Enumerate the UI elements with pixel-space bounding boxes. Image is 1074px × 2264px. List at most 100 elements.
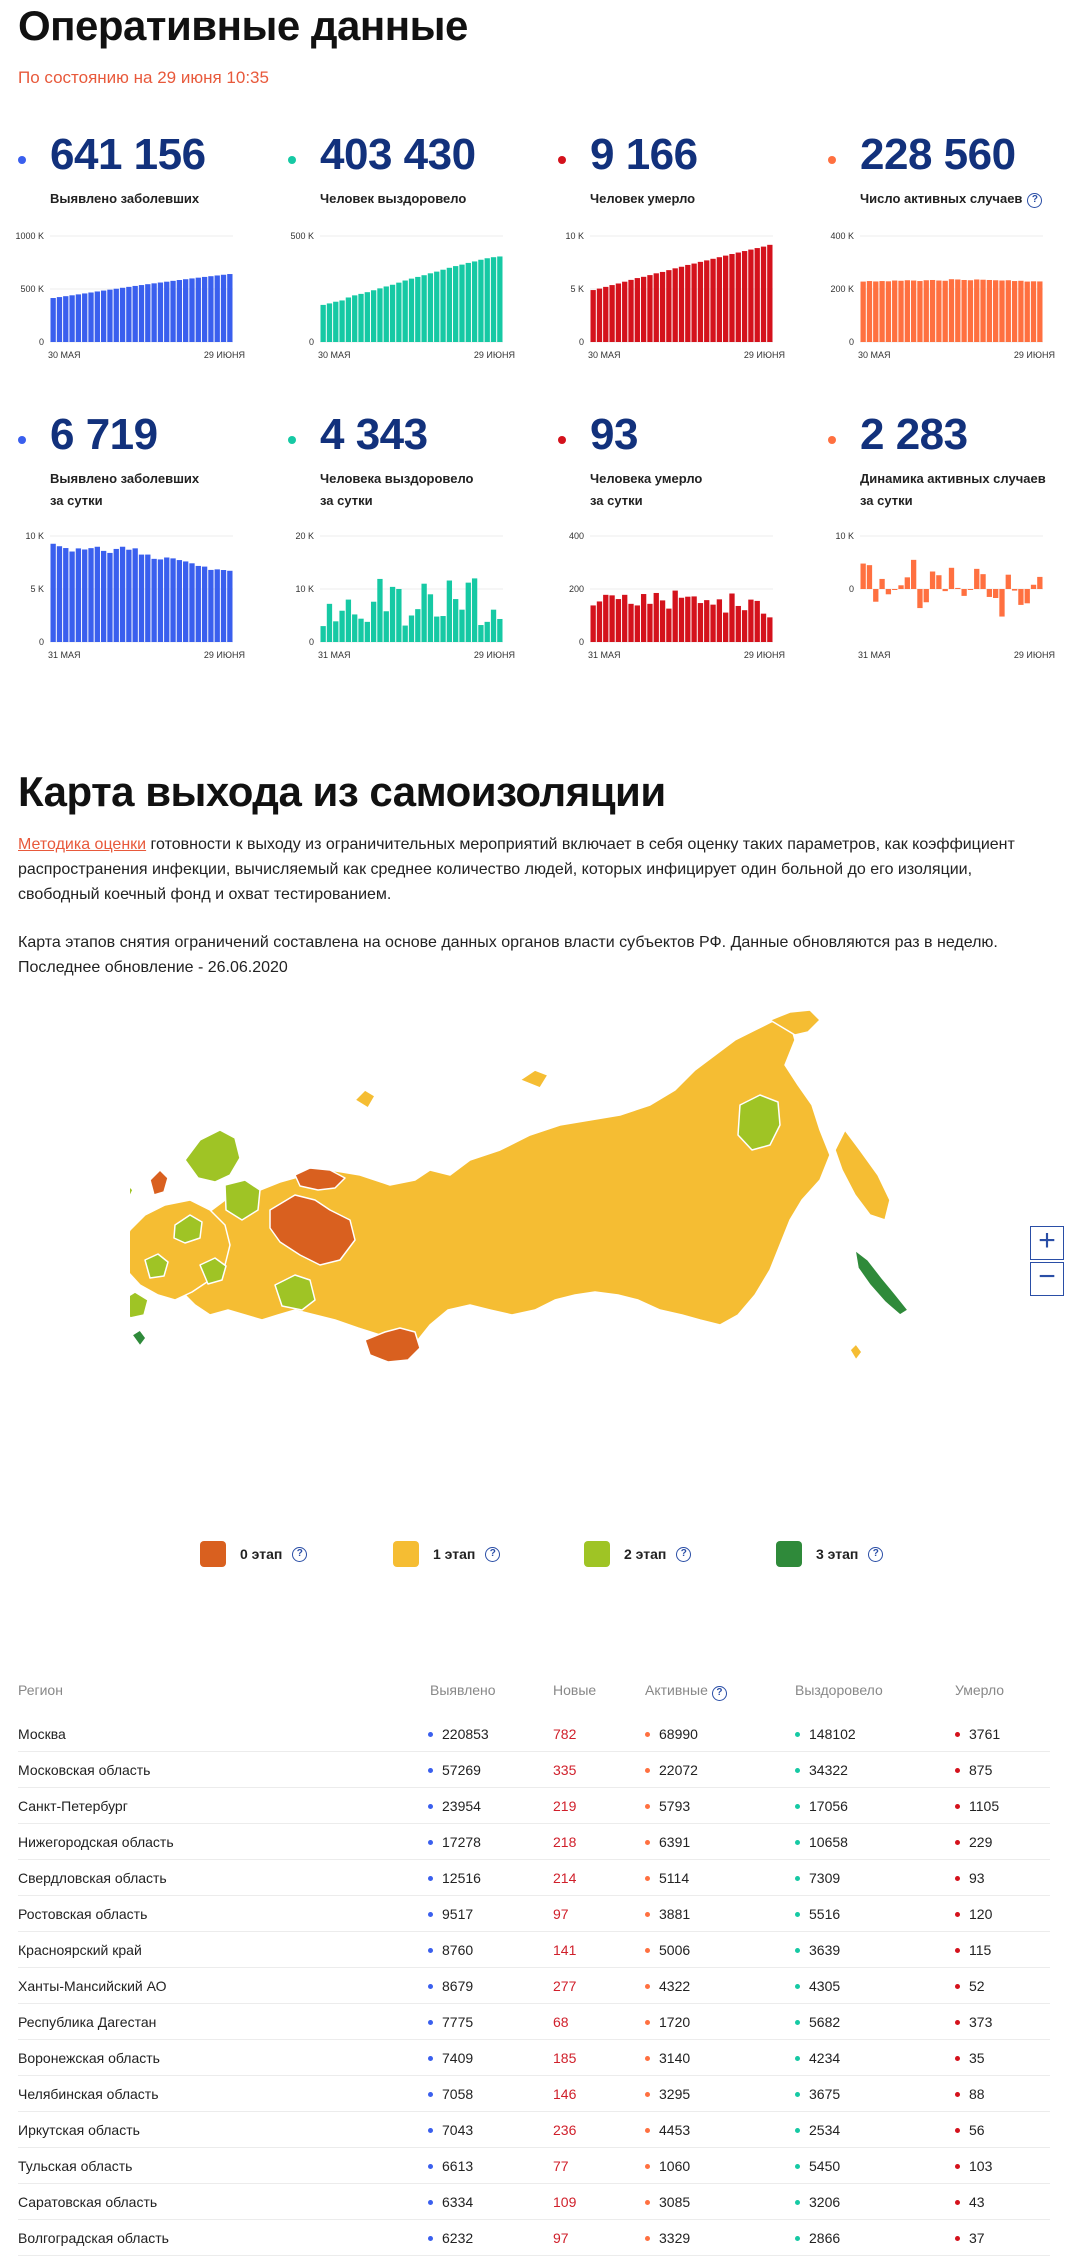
bar[interactable] (904, 280, 910, 342)
bar[interactable] (69, 295, 75, 342)
bar[interactable] (459, 609, 465, 642)
bar[interactable] (704, 260, 710, 342)
bar[interactable] (885, 589, 892, 595)
bar[interactable] (723, 612, 729, 642)
bar[interactable] (596, 288, 603, 342)
bar[interactable] (82, 549, 88, 643)
bar[interactable] (892, 589, 898, 590)
bar[interactable] (767, 617, 773, 642)
bar[interactable] (56, 297, 63, 342)
help-icon[interactable]: ? (676, 1546, 692, 1562)
bar[interactable] (427, 594, 434, 642)
bar[interactable] (189, 278, 195, 342)
bar[interactable] (640, 594, 647, 642)
bar[interactable] (866, 565, 873, 589)
bar[interactable] (955, 279, 961, 342)
bar[interactable] (75, 548, 82, 642)
bar[interactable] (615, 599, 622, 642)
help-icon[interactable]: ? (868, 1546, 884, 1562)
bar[interactable] (183, 561, 189, 642)
bar[interactable] (352, 295, 358, 342)
bar[interactable] (421, 275, 427, 342)
bar[interactable] (107, 552, 113, 642)
bar[interactable] (352, 614, 358, 642)
bar[interactable] (119, 287, 126, 342)
bar[interactable] (961, 589, 967, 596)
bar[interactable] (320, 304, 326, 342)
bar[interactable] (685, 596, 691, 642)
table-row[interactable]: Санкт-Петербург 23954 219 5793 17056 1105 (18, 1788, 1050, 1824)
bar[interactable] (333, 301, 339, 342)
bar[interactable] (164, 281, 170, 342)
bar[interactable] (434, 616, 440, 642)
bar[interactable] (75, 294, 82, 342)
col-detected[interactable]: Выявлено (430, 1682, 496, 1698)
bar[interactable] (923, 280, 929, 342)
bar[interactable] (170, 280, 176, 342)
bar[interactable] (453, 266, 459, 342)
table-row[interactable]: Иркутская область 7043 236 4453 2534 56 (18, 2112, 1050, 2148)
bar[interactable] (164, 557, 170, 643)
bar[interactable] (383, 286, 389, 342)
bar[interactable] (1011, 281, 1018, 342)
bar[interactable] (88, 548, 94, 642)
bar[interactable] (497, 256, 503, 342)
bar[interactable] (170, 558, 176, 642)
bar[interactable] (1037, 281, 1043, 342)
bar[interactable] (1030, 584, 1037, 589)
bar[interactable] (176, 280, 183, 342)
bar[interactable] (993, 589, 999, 599)
table-row[interactable]: Красноярский край 8760 141 5006 3639 115 (18, 1932, 1050, 1968)
bar[interactable] (151, 558, 157, 642)
bar[interactable] (100, 550, 107, 642)
bar[interactable] (936, 575, 942, 589)
bar[interactable] (113, 548, 119, 642)
bar[interactable] (151, 283, 157, 342)
bar[interactable] (434, 271, 440, 342)
bar[interactable] (999, 589, 1005, 617)
bar[interactable] (484, 621, 490, 642)
bar[interactable] (647, 603, 653, 642)
bar[interactable] (157, 282, 164, 342)
bar[interactable] (358, 618, 364, 642)
bar[interactable] (339, 300, 345, 342)
bar[interactable] (723, 255, 729, 342)
bar[interactable] (590, 605, 596, 642)
bar[interactable] (56, 546, 63, 642)
bar[interactable] (370, 601, 377, 642)
bar[interactable] (974, 568, 980, 589)
col-new[interactable]: Новые (553, 1682, 597, 1698)
col-died[interactable]: Умерло (955, 1682, 1005, 1698)
bar[interactable] (603, 594, 609, 642)
bar[interactable] (666, 608, 672, 642)
bar[interactable] (628, 603, 634, 642)
bar[interactable] (860, 563, 866, 589)
bar[interactable] (590, 290, 596, 342)
bar[interactable] (402, 280, 408, 342)
russia-stages-map[interactable] (130, 1010, 930, 1490)
bar[interactable] (195, 277, 201, 342)
bar[interactable] (980, 574, 986, 589)
bar[interactable] (609, 595, 615, 642)
bar[interactable] (201, 276, 208, 342)
bar[interactable] (873, 281, 879, 342)
bar[interactable] (227, 274, 233, 342)
bar[interactable] (634, 605, 640, 642)
bar[interactable] (471, 578, 478, 642)
bar[interactable] (1005, 280, 1011, 342)
bar[interactable] (1037, 576, 1043, 589)
bar[interactable] (471, 261, 478, 342)
bar[interactable] (389, 284, 396, 342)
bar[interactable] (948, 567, 955, 589)
bar[interactable] (1005, 574, 1011, 589)
bar[interactable] (339, 610, 345, 642)
bar[interactable] (408, 615, 415, 643)
bar[interactable] (145, 284, 151, 342)
bar[interactable] (377, 288, 383, 342)
bar[interactable] (986, 589, 993, 597)
bar[interactable] (208, 276, 214, 342)
bar[interactable] (929, 279, 936, 342)
table-row[interactable]: Московская область 57269 335 22072 34322 875 (18, 1752, 1050, 1788)
bar[interactable] (678, 597, 685, 642)
bar[interactable] (873, 589, 879, 602)
